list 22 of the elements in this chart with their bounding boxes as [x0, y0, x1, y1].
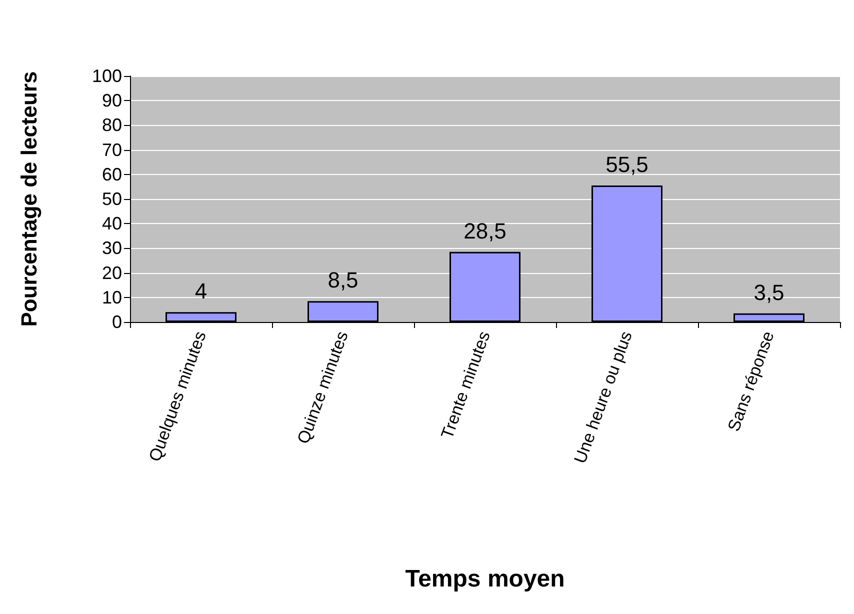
y-axis-title: Pourcentage de lecteurs: [16, 71, 42, 327]
data-label: 8,5: [328, 268, 358, 293]
y-tick-label: 80: [102, 115, 122, 136]
y-tick-label: 60: [102, 164, 122, 184]
y-tick-label: 70: [102, 140, 122, 160]
y-tick-label: 10: [102, 287, 122, 308]
x-tick-label: Une heure ou plus: [570, 328, 636, 466]
x-tick-label: Trente minutes: [438, 328, 494, 442]
data-label: 55,5: [606, 152, 648, 177]
y-tick-label: 40: [102, 214, 122, 234]
y-tick-label: 30: [102, 238, 122, 258]
data-label: 28,5: [464, 218, 506, 244]
x-axis-title: Temps moyen: [405, 566, 565, 592]
y-tick-label: 100: [92, 66, 122, 86]
x-tick-label: Sans réponse: [724, 328, 778, 434]
y-tick-label: 0: [112, 312, 122, 332]
y-tick-label: 50: [102, 189, 122, 209]
data-label: 3,5: [754, 280, 784, 305]
data-label: 4: [194, 278, 208, 304]
y-tick-label: 90: [102, 90, 122, 111]
x-tick-label: Quinze minutes: [294, 328, 352, 446]
y-tick-label: 20: [102, 262, 122, 283]
